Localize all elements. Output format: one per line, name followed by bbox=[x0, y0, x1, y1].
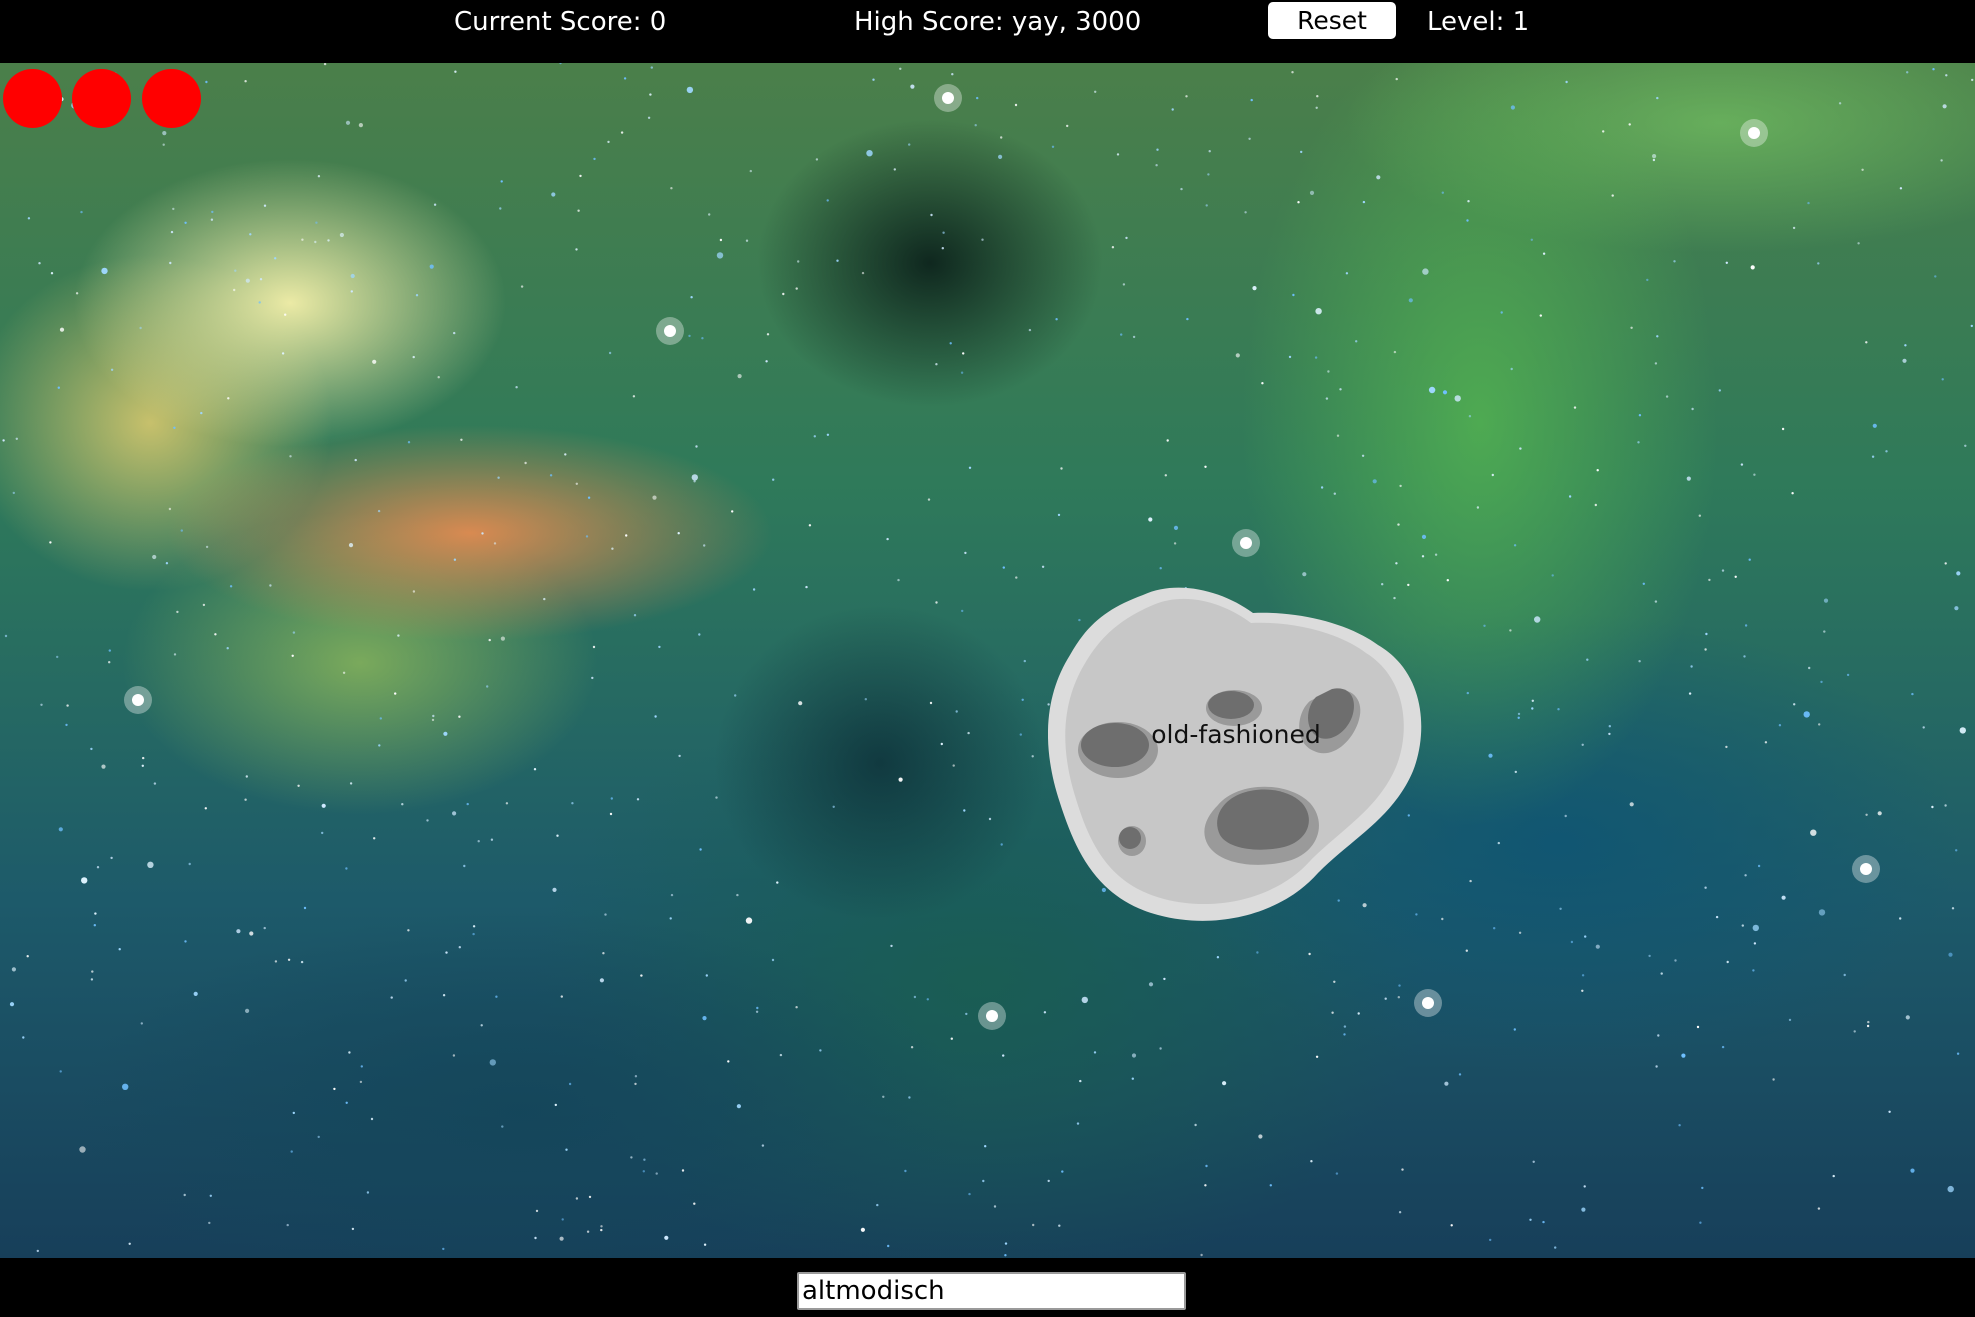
asteroid: old-fashioned bbox=[1048, 583, 1424, 927]
asteroid-word: old-fashioned bbox=[1151, 720, 1321, 749]
life-icon bbox=[142, 69, 201, 128]
input-bar bbox=[0, 1258, 1975, 1317]
starfield-background bbox=[2, 63, 1974, 1257]
answer-input[interactable] bbox=[797, 1272, 1186, 1310]
high-score: High Score: yay, 3000 bbox=[854, 7, 1142, 37]
life-icon bbox=[3, 69, 62, 128]
asteroid-rock-icon bbox=[1048, 587, 1422, 921]
life-icon bbox=[72, 69, 131, 128]
level-indicator: Level: 1 bbox=[1427, 7, 1530, 37]
reset-button[interactable]: Reset bbox=[1268, 2, 1396, 39]
score-bar: Current Score: 0 High Score: yay, 3000 R… bbox=[0, 0, 1975, 63]
current-score: Current Score: 0 bbox=[454, 7, 667, 37]
space-playfield: old-fashioned bbox=[0, 63, 1975, 1258]
